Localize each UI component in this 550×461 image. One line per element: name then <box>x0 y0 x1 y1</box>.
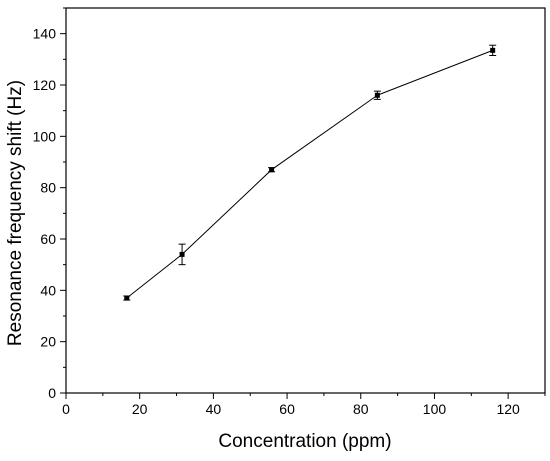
data-point <box>269 167 275 173</box>
y-tick-label: 120 <box>33 77 57 93</box>
plot-area: 0 20 40 60 80 100 120 0 20 40 60 80 100 120 140 <box>33 7 546 417</box>
x-tick-label: 0 <box>62 401 70 417</box>
x-tick-label: 120 <box>496 401 520 417</box>
x-tick-label: 40 <box>206 401 222 417</box>
data-point <box>124 295 130 301</box>
data-point <box>490 47 496 53</box>
x-tick-label: 100 <box>423 401 447 417</box>
data-point <box>374 92 380 98</box>
x-tick-label: 80 <box>353 401 369 417</box>
y-tick-label: 60 <box>40 231 56 247</box>
x-tick-label: 20 <box>132 401 148 417</box>
y-axis-title: Resonance frequency shift (Hz) <box>5 80 26 346</box>
axes-frame <box>65 7 546 394</box>
y-tick-label: 100 <box>33 128 57 144</box>
x-axis-title: Concentration (ppm) <box>218 431 391 452</box>
data-point <box>179 251 185 257</box>
y-tick-label: 20 <box>40 334 56 350</box>
y-tick-label: 0 <box>48 385 56 401</box>
y-tick-label: 40 <box>40 282 56 298</box>
y-tick-label: 140 <box>33 26 57 42</box>
y-tick-label: 80 <box>40 180 56 196</box>
x-tick-label: 60 <box>279 401 295 417</box>
